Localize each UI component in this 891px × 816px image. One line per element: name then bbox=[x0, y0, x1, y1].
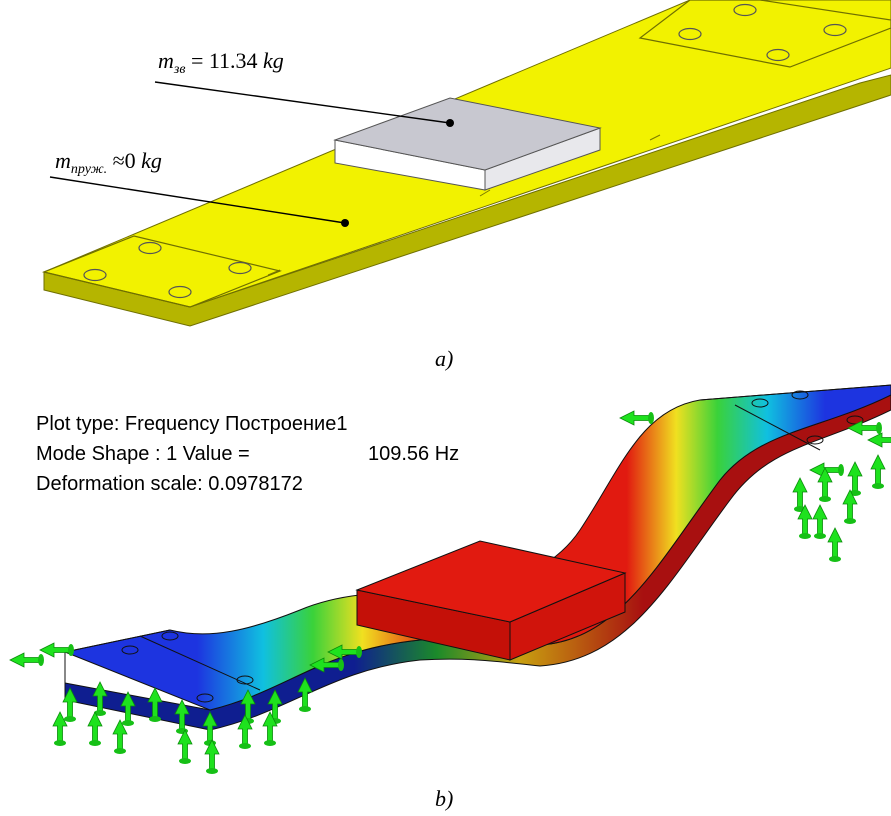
plot-type-text: Plot type: Frequency Построение1 bbox=[36, 413, 347, 435]
mode-shape-text: Mode Shape : 1 Value = bbox=[36, 443, 250, 465]
panel-a-label: a) bbox=[435, 346, 453, 371]
clamp-plate-left bbox=[42, 235, 282, 308]
spring-point bbox=[341, 219, 349, 227]
frequency-value: 109.56 Hz bbox=[368, 443, 459, 465]
mass-leader bbox=[154, 81, 451, 124]
deformation-text: Deformation scale: 0.0978172 bbox=[36, 473, 303, 495]
mode-holes bbox=[121, 390, 864, 703]
panel-a: mзв = 11.34 kg mпруж. ≈0 kg a) bbox=[42, 0, 891, 371]
mass-label: mзв = 11.34 kg bbox=[158, 48, 284, 77]
holes-left bbox=[83, 241, 252, 299]
mass-point bbox=[446, 119, 454, 127]
mode-mass-top bbox=[355, 540, 627, 623]
spring-leader bbox=[49, 176, 346, 224]
clamp-plate-right bbox=[638, 0, 891, 68]
panel-b: Plot type: Frequency Построение1 Mode Sh… bbox=[9, 384, 891, 811]
spring-label: mпруж. ≈0 kg bbox=[55, 148, 162, 177]
holes-right bbox=[678, 3, 847, 62]
panel-b-label: b) bbox=[435, 786, 453, 811]
